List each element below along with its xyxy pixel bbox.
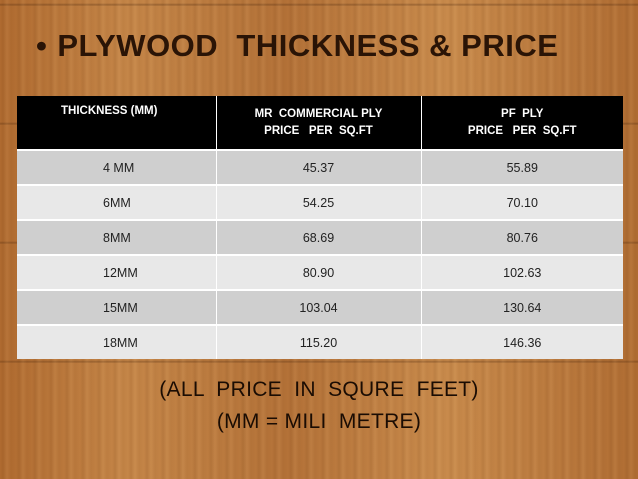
table-header-row: THICKNESS (MM) MR COMMERCIAL PLY PRICE P… (17, 96, 623, 150)
cell-pf-price: 146.36 (421, 324, 623, 359)
cell-mr-price: 103.04 (216, 289, 422, 325)
cell-pf-price: 130.64 (421, 289, 623, 325)
cell-pf-price: 55.89 (421, 149, 623, 185)
cell-thickness: 6MM (17, 184, 217, 220)
table-row: 4 MM 45.37 55.89 (17, 149, 623, 185)
table-row: 8MM 68.69 80.76 (17, 219, 623, 255)
table-row: 12MM 80.90 102.63 (17, 254, 623, 290)
cell-mr-price: 45.37 (216, 149, 422, 185)
cell-mr-price: 68.69 (216, 219, 422, 255)
table-row: 15MM 103.04 130.64 (17, 289, 623, 325)
header-pf-line1: PF PLY (501, 107, 544, 120)
note-price-unit: (ALL PRICE IN SQURE FEET) (159, 378, 479, 401)
cell-thickness: 15MM (17, 289, 217, 325)
note-mm-definition: (MM = MILI METRE) (216, 410, 422, 433)
header-mr-line2: PRICE PER SQ.FT (264, 124, 373, 137)
table-row: 6MM 54.25 70.10 (17, 184, 623, 220)
header-pf-line2: PRICE PER SQ.FT (467, 124, 577, 137)
table-row: 18MM 115.20 146.36 (17, 324, 623, 359)
price-table: THICKNESS (MM) MR COMMERCIAL PLY PRICE P… (17, 96, 623, 359)
cell-mr-price: 115.20 (216, 324, 422, 359)
cell-mr-price: 80.90 (216, 254, 422, 290)
cell-thickness: 12MM (17, 254, 217, 290)
header-thickness: THICKNESS (MM) (17, 96, 217, 150)
cell-thickness: 18MM (17, 324, 217, 359)
cell-pf-price: 102.63 (421, 254, 623, 290)
slide-title-text: PLYWOOD THICKNESS & PRICE (57, 28, 559, 63)
cell-pf-price: 80.76 (421, 219, 623, 255)
header-mr-line1: MR COMMERCIAL PLY (254, 107, 383, 120)
cell-pf-price: 70.10 (421, 184, 623, 220)
header-mr-commercial-ply: MR COMMERCIAL PLY PRICE PER SQ.FT (216, 96, 422, 150)
header-pf-ply: PF PLY PRICE PER SQ.FT (421, 96, 623, 150)
slide-title: • PLYWOOD THICKNESS & PRICE (36, 28, 558, 64)
header-thickness-line1: THICKNESS (MM) (61, 105, 158, 117)
bullet-icon: • (36, 28, 48, 63)
cell-thickness: 8MM (17, 219, 217, 255)
cell-mr-price: 54.25 (216, 184, 422, 220)
cell-thickness: 4 MM (17, 149, 217, 185)
